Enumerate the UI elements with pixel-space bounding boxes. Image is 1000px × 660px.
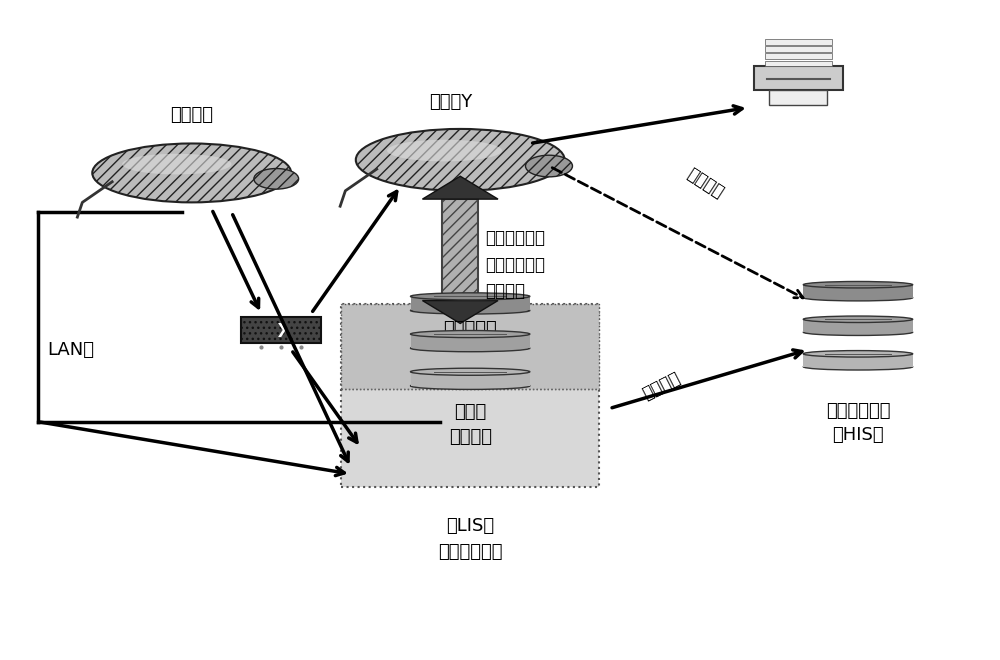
Ellipse shape	[92, 143, 291, 203]
Ellipse shape	[410, 382, 530, 389]
Text: 实验室
信息系统: 实验室 信息系统	[449, 403, 492, 446]
Bar	[442, 199, 478, 300]
Ellipse shape	[410, 293, 530, 300]
Bar	[341, 304, 599, 487]
Ellipse shape	[525, 155, 572, 177]
Bar	[765, 53, 832, 59]
Ellipse shape	[356, 129, 565, 191]
Bar	[803, 354, 913, 367]
Bar	[765, 61, 832, 67]
Ellipse shape	[803, 364, 913, 370]
Bar	[754, 67, 843, 90]
Ellipse shape	[122, 154, 232, 174]
Bar	[341, 304, 599, 389]
Polygon shape	[422, 176, 498, 199]
Ellipse shape	[803, 329, 913, 335]
Ellipse shape	[387, 140, 502, 162]
Ellipse shape	[254, 168, 299, 189]
Text: 工作站Y: 工作站Y	[429, 93, 472, 111]
Text: LAN盒: LAN盒	[48, 341, 95, 358]
Ellipse shape	[803, 281, 913, 288]
Text: 医院信息系统
（HIS）: 医院信息系统 （HIS）	[826, 402, 890, 444]
Bar	[769, 90, 827, 105]
Ellipse shape	[803, 316, 913, 323]
Text: ❯: ❯	[275, 323, 287, 337]
Ellipse shape	[803, 294, 913, 301]
Bar	[765, 46, 832, 52]
Bar	[411, 372, 530, 386]
Ellipse shape	[803, 350, 913, 357]
Bar	[241, 317, 321, 343]
Ellipse shape	[410, 307, 530, 314]
Text: 测试结果: 测试结果	[684, 164, 727, 201]
Bar	[765, 39, 832, 45]
Text: 在家使用: 在家使用	[170, 106, 213, 124]
Ellipse shape	[410, 331, 530, 338]
Ellipse shape	[410, 368, 530, 376]
Bar	[803, 284, 913, 298]
Text: 测试结果: 测试结果	[639, 368, 683, 403]
Text: （LIS）: （LIS）	[446, 517, 494, 535]
Bar	[411, 296, 530, 310]
Bar	[411, 334, 530, 348]
Bar	[803, 319, 913, 332]
Text: 护理点协调者: 护理点协调者	[438, 543, 502, 561]
Text: 患者测试结果
质量控制结果
校准数据: 患者测试结果 质量控制结果 校准数据	[485, 229, 545, 300]
Ellipse shape	[410, 345, 530, 352]
Polygon shape	[422, 300, 498, 323]
Text: 中心实验室: 中心实验室	[443, 320, 497, 338]
